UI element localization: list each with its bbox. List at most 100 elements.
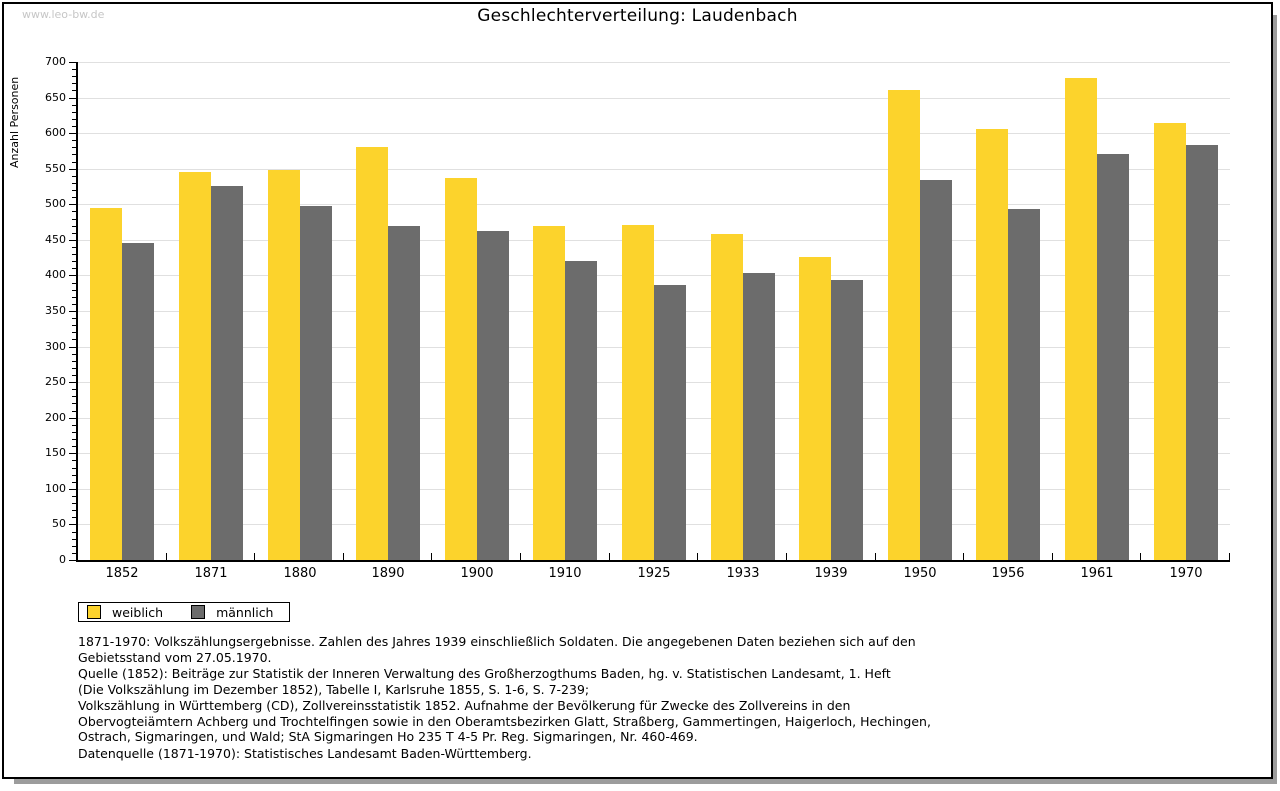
x-boundary-tick	[1229, 553, 1230, 560]
y-tick-label: 550	[45, 162, 66, 175]
y-minor-tick	[72, 325, 76, 326]
y-minor-tick	[72, 254, 76, 255]
y-tick-label: 0	[59, 553, 66, 566]
y-minor-tick	[72, 425, 76, 426]
y-minor-tick	[72, 304, 76, 305]
bar-männlich-1910	[565, 261, 597, 560]
y-minor-tick	[72, 190, 76, 191]
y-minor-tick	[72, 147, 76, 148]
y-minor-tick	[72, 283, 76, 284]
bar-weiblich-1900	[445, 178, 477, 560]
datasource-line: Datenquelle (1871-1970): Statistisches L…	[78, 746, 532, 761]
y-minor-tick	[72, 247, 76, 248]
x-boundary-tick	[343, 553, 344, 560]
y-major-tick	[69, 453, 76, 454]
y-minor-tick	[72, 389, 76, 390]
y-minor-tick	[72, 403, 76, 404]
x-boundary-tick	[166, 553, 167, 560]
legend-label-männlich: männlich	[216, 604, 274, 620]
footnotes: 1871-1970: Volkszählungsergebnisse. Zahl…	[78, 634, 1218, 745]
x-tick-label-1925: 1925	[637, 566, 671, 581]
y-minor-tick	[72, 375, 76, 376]
plot-area	[76, 62, 1230, 562]
bar-männlich-1890	[388, 226, 420, 560]
footnote-line-5: Volkszählung in Württemberg (CD), Zollve…	[78, 697, 851, 713]
x-boundary-tick	[1052, 553, 1053, 560]
y-tick-label: 700	[45, 55, 66, 68]
y-major-tick	[69, 62, 76, 63]
x-tick-label-1939: 1939	[814, 566, 848, 581]
x-tick-label-1852: 1852	[105, 566, 139, 581]
x-boundary-tick	[875, 553, 876, 560]
y-minor-tick	[72, 539, 76, 540]
bar-männlich-1933	[743, 273, 775, 560]
y-minor-tick	[72, 297, 76, 298]
x-tick-label-1890: 1890	[371, 566, 405, 581]
y-minor-tick	[72, 76, 76, 77]
y-minor-tick	[72, 432, 76, 433]
y-minor-tick	[72, 233, 76, 234]
legend-swatch-männlich	[191, 605, 206, 619]
y-tick-label: 300	[45, 340, 66, 353]
x-tick-label-1961: 1961	[1080, 566, 1114, 581]
y-minor-tick	[72, 446, 76, 447]
x-boundary-tick	[431, 553, 432, 560]
x-boundary-tick	[520, 553, 521, 560]
y-minor-tick	[72, 361, 76, 362]
y-minor-tick	[72, 183, 76, 184]
y-minor-tick	[72, 411, 76, 412]
y-tick-label: 450	[45, 233, 66, 246]
legend-item-männlich: männlich	[191, 605, 273, 620]
x-boundary-tick	[786, 553, 787, 560]
y-minor-tick	[72, 460, 76, 461]
gridline-400	[78, 275, 1230, 276]
y-tick-label: 400	[45, 268, 66, 281]
y-minor-tick	[72, 439, 76, 440]
legend-swatch-weiblich	[87, 605, 101, 619]
y-minor-tick	[72, 546, 76, 547]
y-major-tick	[69, 418, 76, 419]
y-minor-tick	[72, 261, 76, 262]
y-major-tick	[69, 98, 76, 99]
y-minor-tick	[72, 517, 76, 518]
y-major-tick	[69, 204, 76, 205]
y-tick-label: 600	[45, 126, 66, 139]
y-minor-tick	[72, 90, 76, 91]
chart-window: www.leo-bw.de Geschlechterverteilung: La…	[2, 2, 1273, 779]
bar-weiblich-1933	[711, 234, 743, 560]
y-minor-tick	[72, 219, 76, 220]
bar-männlich-1900	[477, 231, 509, 560]
x-tick-label-1871: 1871	[194, 566, 228, 581]
y-major-tick	[69, 347, 76, 348]
y-minor-tick	[72, 69, 76, 70]
bar-männlich-1950	[920, 180, 952, 560]
y-minor-tick	[72, 354, 76, 355]
footnote-line-2: Gebietsstand vom 27.05.1970.	[78, 649, 272, 665]
x-boundary-tick	[963, 553, 964, 560]
bar-weiblich-1961	[1065, 78, 1097, 560]
bar-weiblich-1890	[356, 147, 388, 560]
gridline-650	[78, 98, 1230, 99]
y-minor-tick	[72, 510, 76, 511]
bar-weiblich-1956	[976, 129, 1008, 560]
bar-männlich-1961	[1097, 154, 1129, 560]
y-minor-tick	[72, 396, 76, 397]
x-boundary-tick	[697, 553, 698, 560]
y-major-tick	[69, 524, 76, 525]
bar-weiblich-1925	[622, 225, 654, 560]
bar-männlich-1939	[831, 280, 863, 560]
y-minor-tick	[72, 176, 76, 177]
y-minor-tick	[72, 140, 76, 141]
x-tick-label-1956: 1956	[991, 566, 1025, 581]
bar-männlich-1925	[654, 285, 686, 560]
legend-item-weiblich: weiblich	[87, 605, 163, 620]
watermark: www.leo-bw.de	[22, 8, 105, 21]
x-tick-label-1910: 1910	[548, 566, 582, 581]
y-major-tick	[69, 382, 76, 383]
x-boundary-tick	[609, 553, 610, 560]
y-major-tick	[69, 489, 76, 490]
footnote-line-4: (Die Volkszählung im Dezember 1852), Tab…	[78, 681, 590, 697]
bar-weiblich-1871	[179, 172, 211, 560]
y-minor-tick	[72, 162, 76, 163]
y-minor-tick	[72, 268, 76, 269]
